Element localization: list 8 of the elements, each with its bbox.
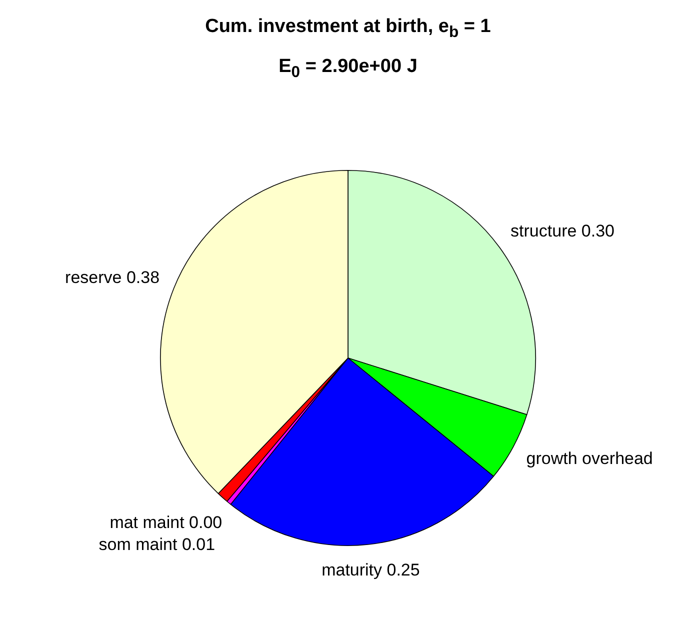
slice-label: reserve 0.38 bbox=[65, 268, 160, 287]
slice-label: growth overhead bbox=[526, 448, 653, 468]
slice-label: mat maint 0.00 bbox=[110, 512, 222, 532]
chart-subtitle: E$_{0}$ = 2.90e+00 J bbox=[278, 54, 418, 83]
chart-title: Cum. investment at birth, e$_{b}$ = 1 bbox=[204, 15, 492, 43]
slice-label: som maint 0.01 bbox=[98, 534, 216, 554]
slice-label: maturity 0.25 bbox=[322, 560, 420, 579]
slice-label: structure 0.30 bbox=[510, 220, 614, 240]
